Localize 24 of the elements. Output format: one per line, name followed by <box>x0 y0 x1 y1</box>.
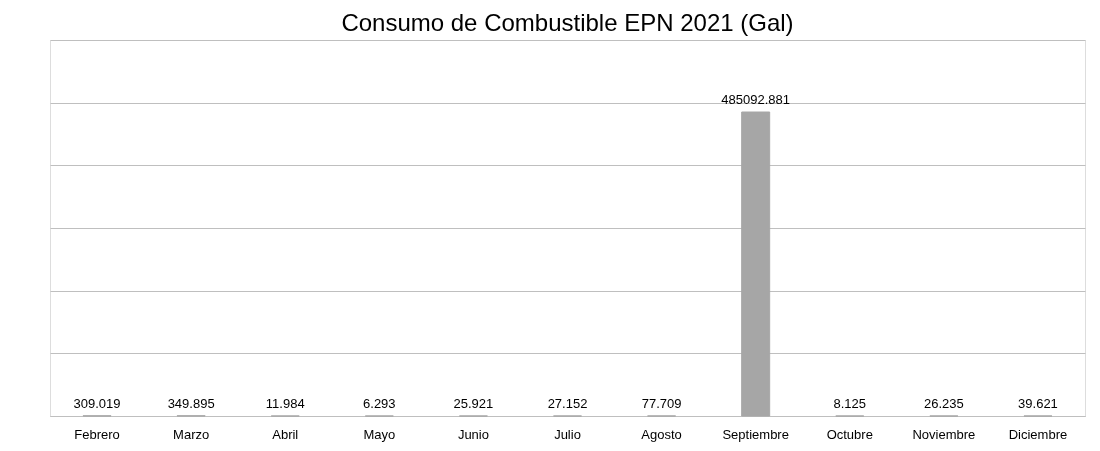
x-tick-label: Mayo <box>363 426 396 442</box>
data-label: 26.235 <box>923 395 964 411</box>
x-tick-label: Agosto <box>641 426 682 442</box>
data-label: 6.293 <box>363 396 396 411</box>
x-tick-label: Abril <box>272 426 299 442</box>
data-label: 11.984 <box>265 395 305 411</box>
data-label: 77.709 <box>641 395 682 411</box>
data-label: 309.019 <box>73 395 121 411</box>
x-tick-label: Septiembre <box>722 426 789 442</box>
data-label: 485092.881 <box>721 92 791 108</box>
data-label: 39.621 <box>1018 395 1058 411</box>
chart-title: Consumo de Combustible EPN 2021 (Gal) <box>341 9 794 36</box>
x-tick-label: Julio <box>554 426 581 442</box>
x-tick-label: Junio <box>457 426 489 442</box>
x-tick-label: Octubre <box>826 426 873 442</box>
data-label: 27.152 <box>547 395 588 411</box>
x-tick-label: Diciembre <box>1008 426 1068 442</box>
data-label: 349.895 <box>167 395 215 411</box>
x-tick-label: Febrero <box>74 426 120 442</box>
x-tick-label: Noviembre <box>912 426 976 442</box>
bar <box>741 111 771 417</box>
x-tick-label: Marzo <box>173 426 210 442</box>
data-label: 25.921 <box>453 395 494 411</box>
data-label: 8.125 <box>833 395 867 411</box>
